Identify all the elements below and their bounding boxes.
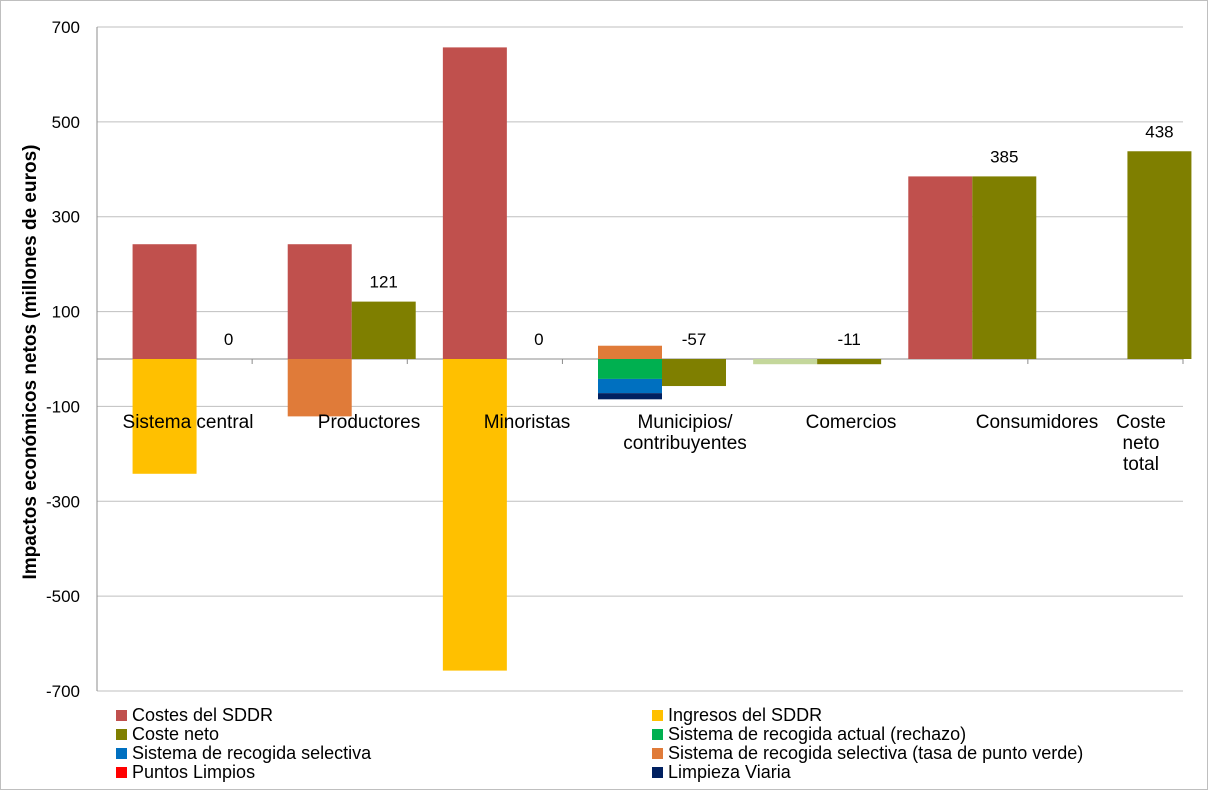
category-label: Coste bbox=[1116, 412, 1166, 433]
category-label: neto bbox=[1123, 433, 1160, 454]
legend-label: Sistema de recogida selectiva bbox=[132, 743, 372, 763]
legend-swatch bbox=[116, 729, 127, 740]
y-tick-label: -100 bbox=[46, 397, 80, 416]
category-label: Consumidores bbox=[976, 412, 1099, 433]
bar-segment bbox=[442, 47, 507, 359]
y-tick-label: -500 bbox=[46, 587, 80, 606]
bar-segment bbox=[598, 359, 662, 379]
data-label: 0 bbox=[534, 330, 543, 349]
bar-segment bbox=[598, 345, 662, 359]
bar-segment bbox=[598, 378, 662, 394]
legend-item: Costes del SDDR bbox=[116, 705, 273, 726]
data-label: -57 bbox=[682, 330, 707, 349]
y-axis: 700 500 300 100 -100 -300 -500 -700 bbox=[46, 18, 1184, 701]
category-label: contribuyentes bbox=[623, 433, 747, 454]
legend-item: Sistema de recogida actual (rechazo) bbox=[652, 724, 966, 745]
bars bbox=[132, 47, 1192, 671]
bar-segment bbox=[598, 393, 662, 400]
y-tick-label: -300 bbox=[46, 492, 80, 511]
data-label: 438 bbox=[1145, 122, 1173, 141]
category-label: Minoristas bbox=[484, 412, 571, 433]
bar-segment bbox=[972, 176, 1037, 359]
bar-segment bbox=[287, 359, 352, 417]
category-label: Comercios bbox=[806, 412, 897, 433]
bar-segment bbox=[351, 301, 416, 359]
legend-label: Sistema de recogida actual (rechazo) bbox=[668, 724, 967, 744]
legend-item: Coste neto bbox=[116, 724, 219, 745]
bar-segment bbox=[908, 176, 973, 359]
legend-label: Sistema de recogida selectiva (tasa de p… bbox=[668, 743, 1084, 763]
legend-item: Puntos Limpios bbox=[116, 762, 255, 783]
y-axis-title: Impactos económicos netos (millones de e… bbox=[20, 145, 41, 580]
legend-item: Ingresos del SDDR bbox=[652, 705, 822, 726]
category-label: Productores bbox=[318, 412, 420, 433]
legend-swatch bbox=[116, 710, 127, 721]
category-labels: Sistema central Productores Minoristas Muni… bbox=[123, 412, 1166, 475]
category-label: Municipios/ bbox=[637, 412, 733, 433]
bar-segment bbox=[442, 359, 507, 671]
data-labels: 0 121 0 -57 -11 385 438 bbox=[224, 122, 1174, 349]
bar-segment bbox=[132, 359, 197, 474]
category-label: total bbox=[1123, 454, 1159, 475]
legend-swatch bbox=[652, 710, 663, 721]
legend-swatch bbox=[652, 748, 663, 759]
legend-swatch bbox=[116, 767, 127, 778]
data-label: 0 bbox=[224, 330, 233, 349]
y-tick-label: -700 bbox=[46, 682, 80, 701]
legend-label: Costes del SDDR bbox=[132, 705, 274, 725]
data-label: 385 bbox=[990, 147, 1018, 166]
legend-label: Limpieza Viaria bbox=[668, 762, 791, 782]
bar-segment bbox=[1127, 151, 1192, 359]
bar-segment bbox=[817, 359, 882, 365]
data-label: 121 bbox=[370, 273, 398, 292]
y-tick-label: 700 bbox=[52, 18, 80, 37]
legend-swatch bbox=[116, 748, 127, 759]
bar-segment bbox=[662, 359, 726, 387]
legend-item: Limpieza Viaria bbox=[652, 762, 791, 783]
category-label: Sistema central bbox=[123, 412, 254, 433]
bar-segment bbox=[132, 244, 197, 359]
legend-label: Ingresos del SDDR bbox=[668, 705, 823, 725]
data-label: -11 bbox=[837, 330, 860, 349]
legend-label: Coste neto bbox=[132, 724, 220, 744]
y-tick-label: 100 bbox=[52, 303, 80, 322]
bar-segment bbox=[287, 244, 352, 359]
legend-label: Puntos Limpios bbox=[132, 762, 256, 782]
y-tick-label: 500 bbox=[52, 113, 80, 132]
bar-segment bbox=[753, 359, 818, 365]
legend-swatch bbox=[652, 767, 663, 778]
legend-swatch bbox=[652, 729, 663, 740]
y-tick-label: 300 bbox=[52, 208, 80, 227]
gridlines bbox=[97, 26, 1183, 692]
legend-item: Sistema de recogida selectiva (tasa de p… bbox=[652, 743, 1083, 764]
legend-item: Sistema de recogida selectiva bbox=[116, 743, 371, 764]
